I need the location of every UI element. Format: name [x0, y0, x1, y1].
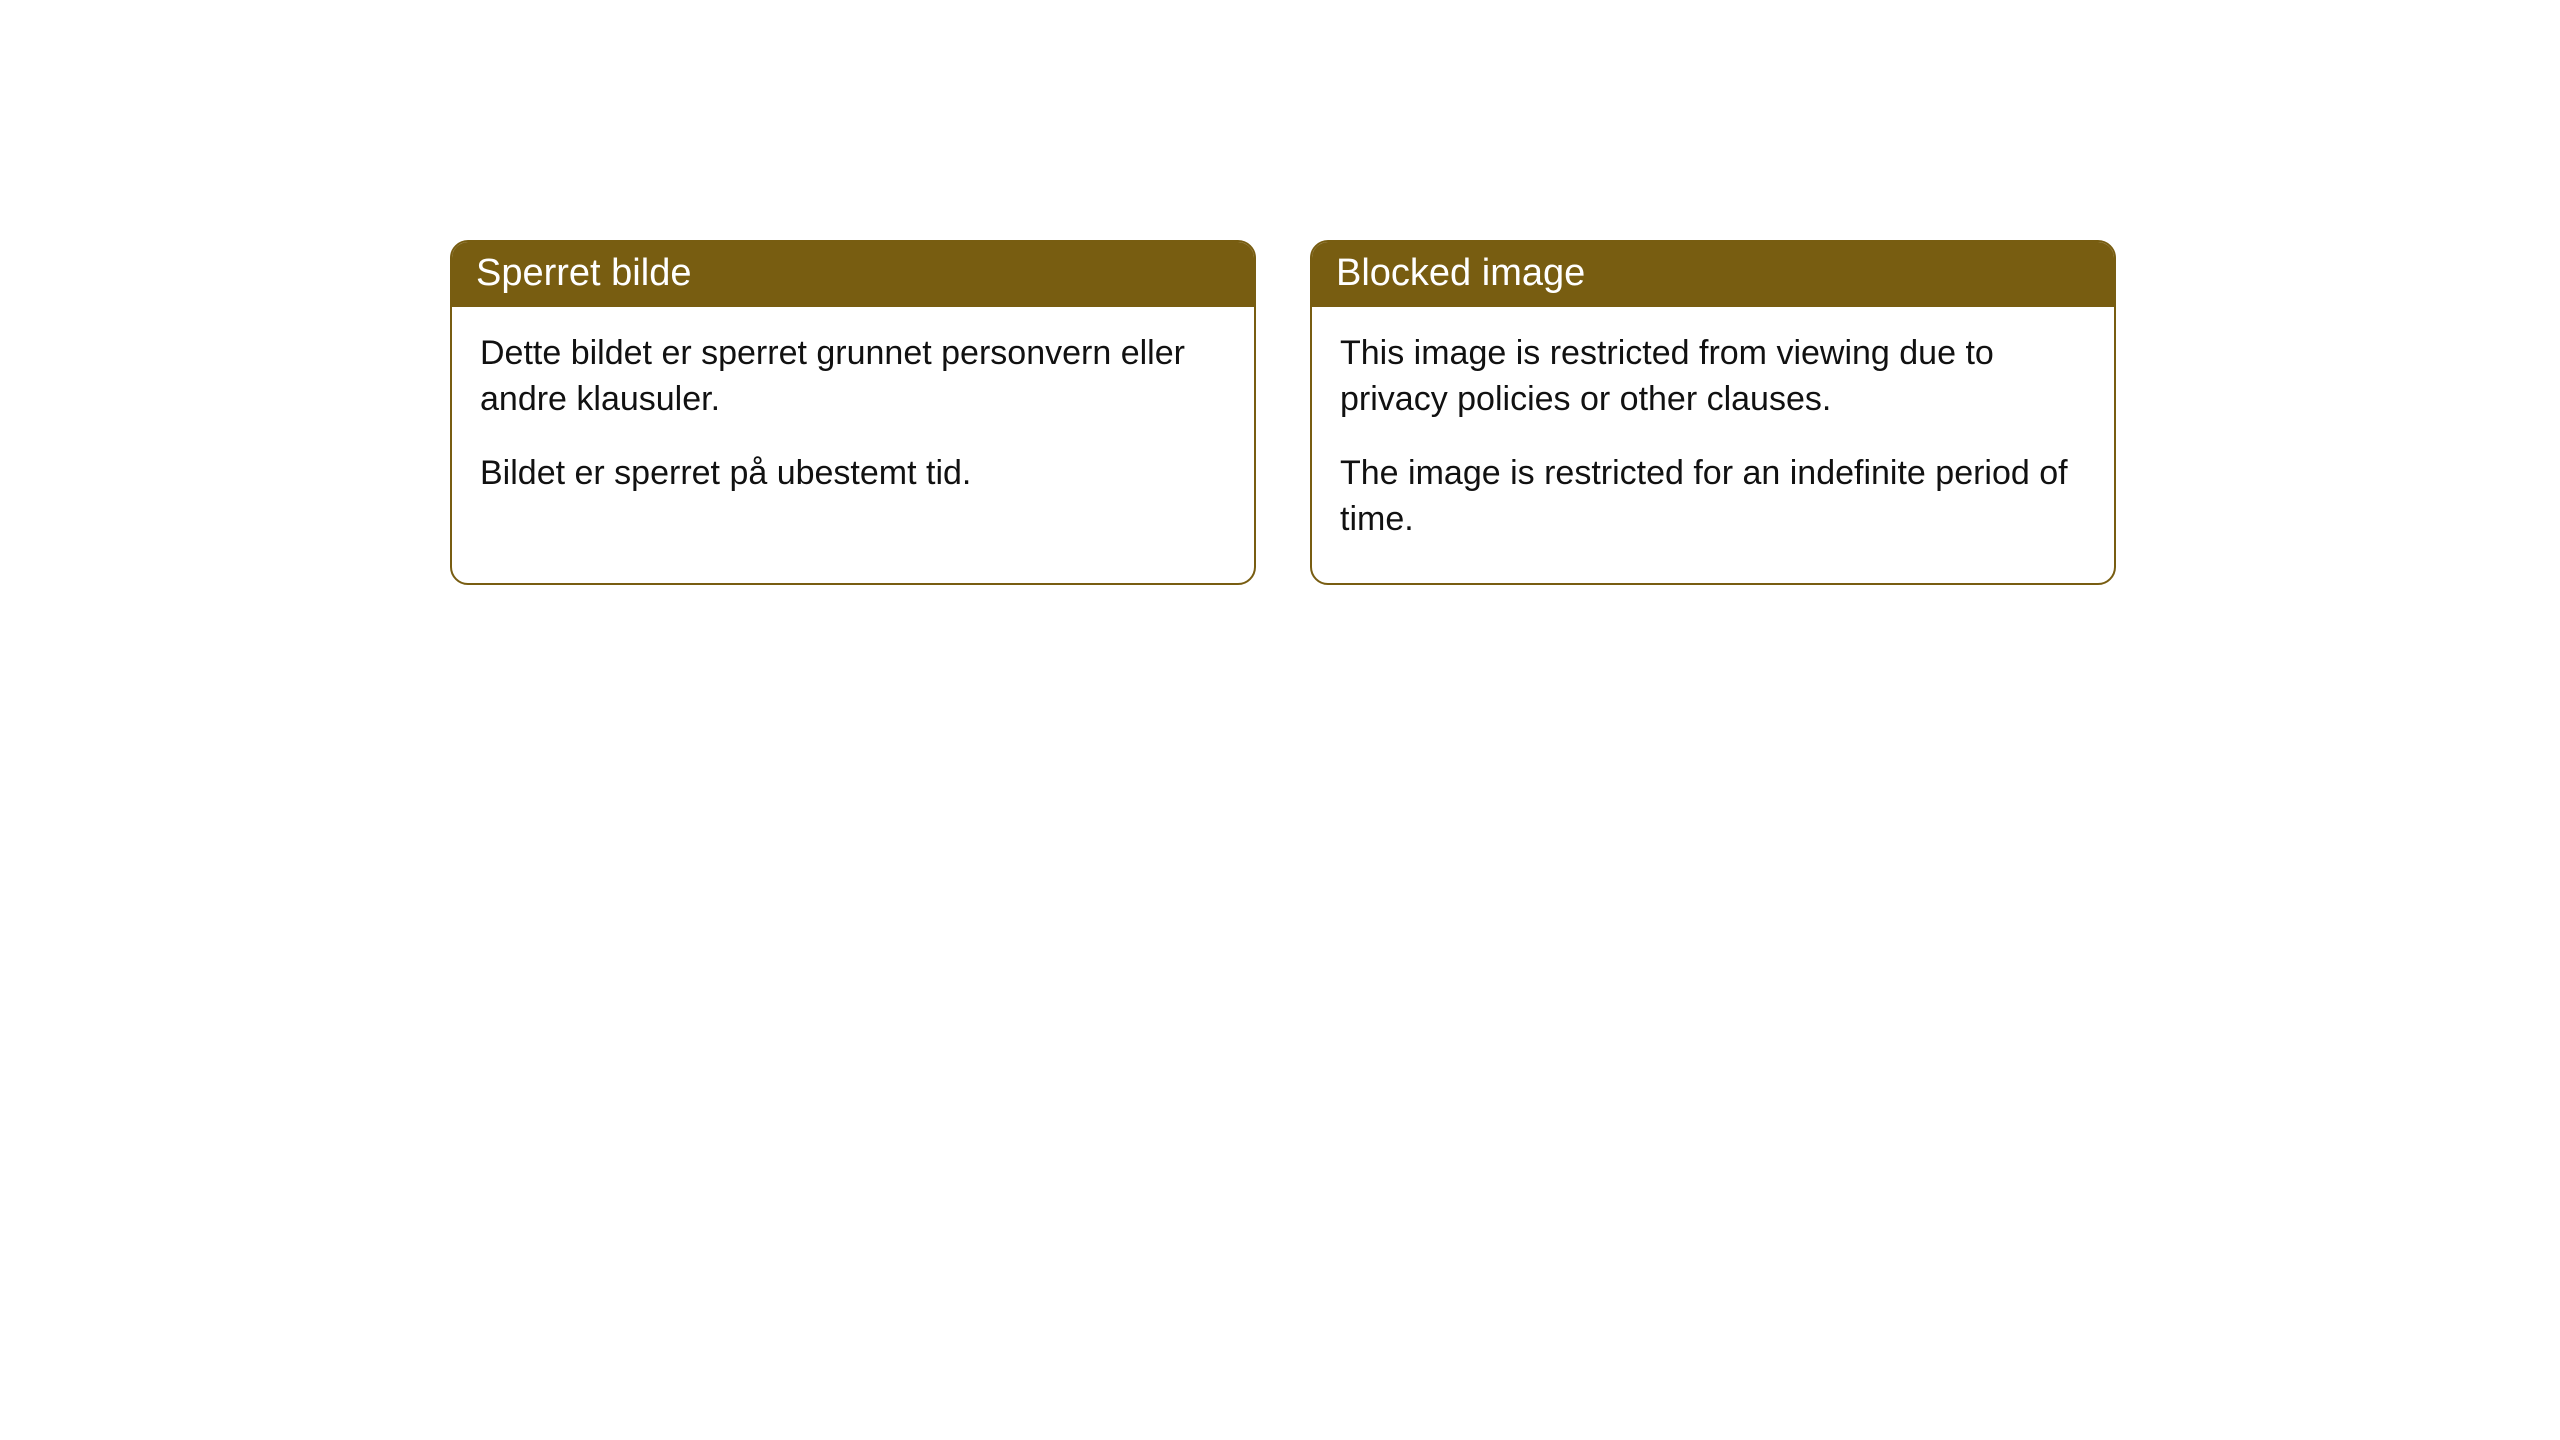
card-paragraph: Bildet er sperret på ubestemt tid. — [480, 451, 1226, 497]
notice-cards-container: Sperret bilde Dette bildet er sperret gr… — [0, 0, 2560, 585]
card-paragraph: Dette bildet er sperret grunnet personve… — [480, 331, 1226, 423]
card-body: Dette bildet er sperret grunnet personve… — [452, 307, 1254, 537]
notice-card-norwegian: Sperret bilde Dette bildet er sperret gr… — [450, 240, 1256, 585]
card-header: Blocked image — [1312, 242, 2114, 307]
card-body: This image is restricted from viewing du… — [1312, 307, 2114, 583]
card-header: Sperret bilde — [452, 242, 1254, 307]
card-title: Sperret bilde — [476, 252, 691, 294]
notice-card-english: Blocked image This image is restricted f… — [1310, 240, 2116, 585]
card-paragraph: The image is restricted for an indefinit… — [1340, 451, 2086, 543]
card-title: Blocked image — [1336, 252, 1585, 294]
card-paragraph: This image is restricted from viewing du… — [1340, 331, 2086, 423]
